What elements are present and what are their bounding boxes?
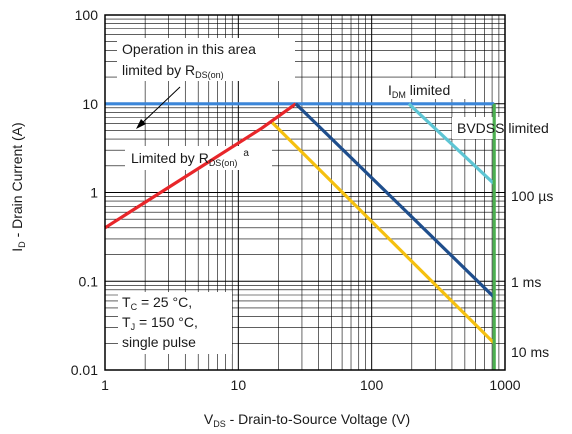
label-100us: 100 µs (511, 188, 553, 204)
idm-limited-label: IDM limited (388, 82, 450, 100)
annotation-box (117, 38, 295, 81)
series-line-limited-by-rds-on (104, 102, 297, 230)
plot-border (104, 14, 506, 371)
operation-area-label-line2: limited by RDS(on) (122, 62, 224, 80)
annotation-arrowhead (136, 119, 146, 129)
y-tick-label: 0.1 (79, 273, 99, 289)
plot-frame (104, 14, 506, 371)
y-tick-label: 10 (82, 96, 98, 112)
label-1ms: 1 ms (511, 274, 541, 290)
condition-tj: TJ = 150 °C, (122, 314, 198, 332)
series-line-1-ms (294, 102, 496, 299)
series-line-100-s (407, 102, 496, 186)
x-tick-label: 10 (231, 377, 247, 393)
condition-tc: TC = 25 °C, (122, 294, 192, 312)
operation-area-label-line1: Operation in this area (122, 41, 256, 57)
annotation-box (125, 146, 272, 170)
y-tick-label: 1 (90, 185, 98, 201)
series-line-10-ms (271, 121, 496, 345)
x-tick-label: 1 (101, 377, 109, 393)
condition-pulse: single pulse (122, 334, 196, 350)
series-lines (104, 102, 496, 370)
rds-limited-label: Limited by RDS(on)a (131, 148, 249, 168)
tick-labels: 1 10 100 1000 0.01 0.1 1 10 100 (71, 7, 521, 393)
annotation-arrow (139, 86, 181, 126)
label-10ms: 10 ms (511, 344, 549, 360)
bvdss-limited-label: BVDSS limited (457, 120, 549, 136)
x-axis-title: VDS - Drain-to-Source Voltage (V) (204, 411, 410, 429)
annotation-box (118, 292, 232, 354)
annotation-box (384, 78, 472, 99)
x-tick-label: 100 (360, 377, 384, 393)
annotation-box (452, 117, 572, 139)
y-tick-label: 0.01 (71, 362, 98, 378)
annotation-boxes (117, 38, 572, 354)
y-tick-label: 100 (75, 7, 99, 23)
y-axis-title: ID - Drain Current (A) (9, 122, 27, 251)
x-tick-label: 1000 (489, 377, 520, 393)
